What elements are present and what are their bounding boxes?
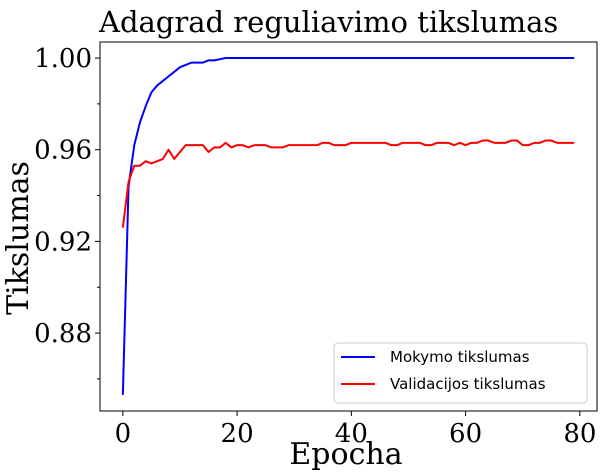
legend-label-train: Mokymo tikslumas: [390, 348, 530, 366]
series-line-train: [121, 57, 575, 395]
x-tick-label: 80: [563, 419, 596, 449]
legend-box: [333, 342, 588, 404]
plot-area: [121, 57, 575, 395]
series-line-validation: [121, 139, 575, 228]
x-tick-label: 0: [115, 419, 132, 449]
y-tick-label: 0.92: [34, 227, 92, 257]
x-tick-label: 40: [335, 419, 368, 449]
y-tick-label: 1.00: [34, 44, 92, 74]
x-tick-label: 60: [449, 419, 482, 449]
x-axis-label: Epocha: [289, 437, 402, 472]
x-tick-label: 20: [221, 419, 254, 449]
legend-label-validation: Validacijos tikslumas: [390, 375, 546, 393]
y-axis-label: Tikslumas: [1, 161, 36, 315]
y-tick-label: 0.88: [34, 319, 92, 349]
y-axis-ticks: 0.88 0.92 0.96 1.00: [34, 44, 100, 380]
y-tick-label: 0.96: [34, 136, 92, 166]
legend: Mokymo tikslumas Validacijos tikslumas: [333, 342, 588, 404]
chart-title: Adagrad reguliavimo tikslumas: [98, 5, 558, 39]
x-axis-ticks: 0 20 40 60 80: [115, 411, 596, 449]
axes-frame: [99, 41, 598, 412]
